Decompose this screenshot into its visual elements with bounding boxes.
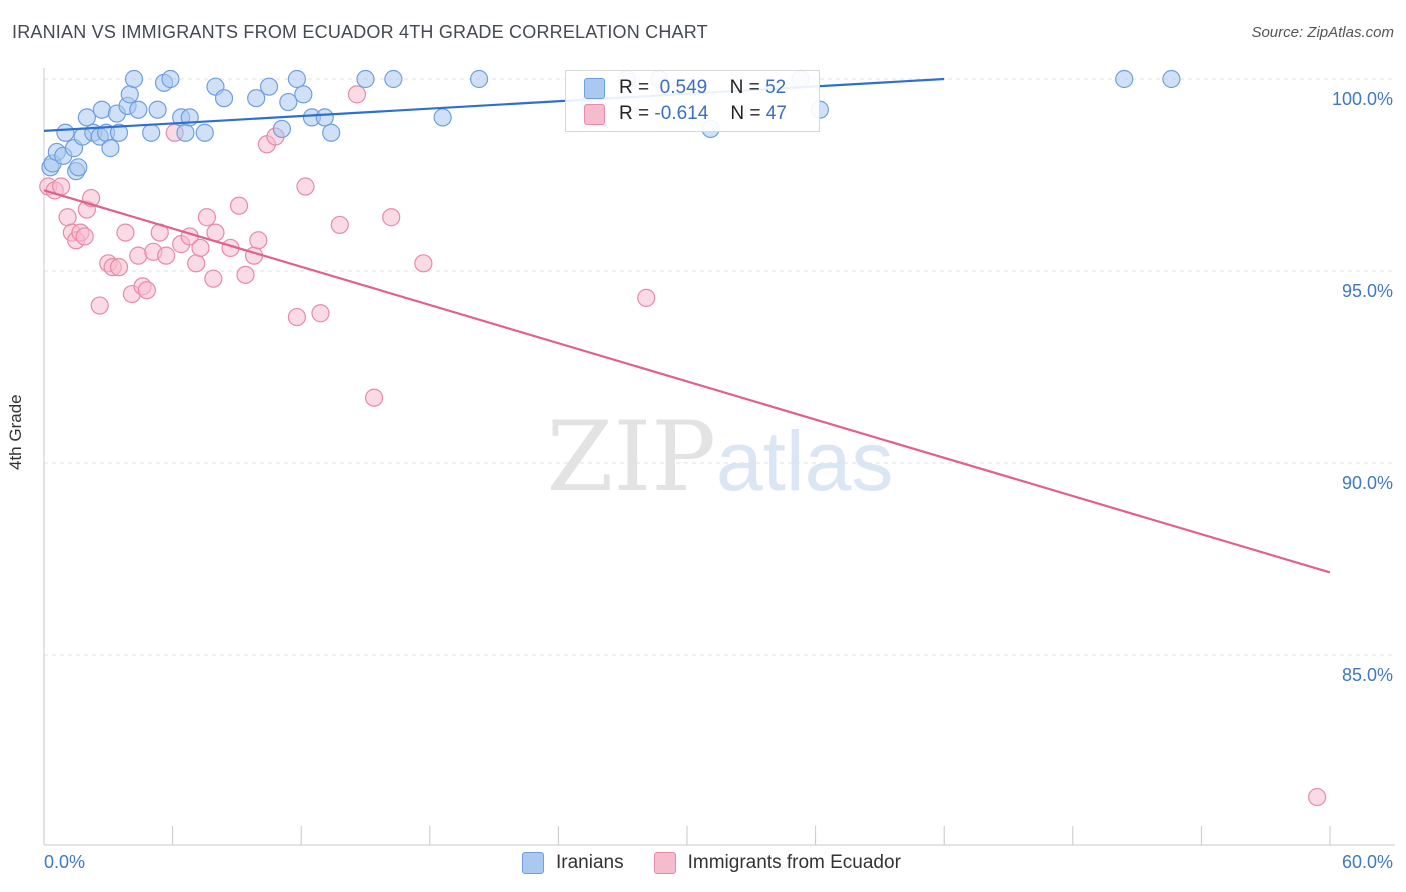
ecuador-point	[382, 208, 401, 227]
gridlines	[44, 78, 1395, 656]
iranians-point	[120, 85, 139, 104]
iranians-point	[247, 89, 266, 108]
ecuador-point	[311, 304, 330, 323]
legend-item-swatch	[522, 852, 544, 874]
legend-n-iranians: 52	[765, 77, 787, 98]
iranians-point	[272, 119, 292, 139]
axes	[43, 68, 1395, 846]
iranians-point	[176, 123, 195, 142]
iranians-point	[161, 69, 180, 89]
ecuador-point	[109, 258, 129, 277]
iranians-point	[259, 77, 279, 96]
iranians-point	[56, 123, 75, 142]
iranians-point	[69, 158, 88, 177]
correlation-legend: R = 0.549 N = 52 R = -0.614 N = 47	[565, 70, 820, 132]
x-tick-min: 0.0%	[44, 852, 86, 872]
iranians-point	[279, 92, 298, 112]
ecuador-point	[414, 254, 433, 273]
legend-item-label: Immigrants from Ecuador	[687, 852, 901, 873]
ecuador-point	[249, 231, 268, 250]
legend-n-ecuador: 47	[765, 103, 787, 124]
iranians-point	[148, 100, 167, 119]
iranians-point	[1162, 69, 1181, 89]
watermark: ZIPatlas	[547, 401, 894, 513]
y-tick-label: 95.0%	[1341, 281, 1393, 301]
ecuador-point	[296, 177, 315, 196]
iranians-point	[294, 85, 313, 104]
iranians-point	[195, 123, 214, 142]
legend-item-iranians[interactable]: Iranians	[522, 852, 624, 874]
ecuador-point	[347, 85, 367, 104]
iranians-point	[469, 69, 489, 89]
iranians-point	[1115, 69, 1134, 89]
ecuador-point	[187, 254, 206, 273]
iranians-point	[214, 89, 234, 108]
iranians-point	[109, 123, 129, 142]
iranians-point	[92, 100, 111, 119]
ecuador-point	[90, 296, 109, 315]
y-tick-label: 100.0%	[1331, 89, 1393, 109]
legend-n-label: N =	[729, 77, 760, 98]
ecuador-point	[191, 238, 210, 258]
iranians-point	[101, 139, 120, 158]
legend-item-label: Iranians	[556, 852, 624, 873]
ecuador-point	[58, 208, 77, 227]
ecuador-trend-line	[43, 189, 1331, 574]
ecuador-point	[137, 281, 156, 300]
ecuador-point	[364, 388, 384, 407]
ecuador-point	[75, 227, 94, 246]
chart-title: IRANIAN VS IMMIGRANTS FROM ECUADOR 4TH G…	[12, 22, 708, 42]
iranians-point	[142, 123, 161, 142]
legend-item-swatch	[653, 852, 676, 874]
legend-swatch-ecuador	[584, 103, 605, 125]
legend-r-label: R =	[619, 103, 650, 124]
ecuador-point	[229, 196, 249, 215]
iranians-point	[77, 108, 96, 127]
ecuador-point	[287, 307, 307, 327]
ecuador-point	[204, 269, 223, 288]
legend-item-ecuador[interactable]: Immigrants from Ecuador	[653, 852, 901, 874]
iranians-point	[356, 69, 375, 89]
iranians-point	[287, 69, 307, 89]
iranians-point	[315, 108, 334, 127]
iranians-point	[322, 123, 341, 142]
series-legend: Iranians Immigrants from Ecuador	[522, 852, 931, 874]
legend-r-label: R =	[619, 77, 650, 98]
legend-row-ecuador: R = -0.614 N = 47	[584, 102, 787, 126]
ecuador-point	[1308, 787, 1327, 807]
iranians-point	[384, 69, 403, 89]
legend-r-iranians: 0.549	[659, 77, 708, 98]
ecuador-point	[52, 177, 71, 196]
ecuador-point	[236, 265, 255, 284]
ecuador-point	[116, 223, 135, 242]
legend-n-label: N =	[730, 103, 761, 124]
ecuador-point	[157, 246, 176, 265]
ecuador-point	[197, 208, 216, 227]
ecuador-point	[129, 246, 148, 265]
legend-row-iranians: R = 0.549 N = 52	[584, 76, 786, 100]
x-tick-max: 60.0%	[1341, 852, 1393, 872]
y-tick-label: 90.0%	[1341, 473, 1393, 493]
legend-swatch-iranians	[584, 77, 605, 99]
iranians-point	[129, 100, 148, 119]
chart-source: Source: ZipAtlas.com	[1251, 24, 1394, 41]
legend-r-ecuador: -0.614	[654, 103, 709, 124]
ecuador-point	[637, 288, 656, 307]
iranians-point	[124, 69, 144, 89]
ecuador-point	[330, 215, 349, 235]
y-tick-label: 85.0%	[1341, 665, 1393, 685]
iranians-point	[433, 108, 452, 127]
